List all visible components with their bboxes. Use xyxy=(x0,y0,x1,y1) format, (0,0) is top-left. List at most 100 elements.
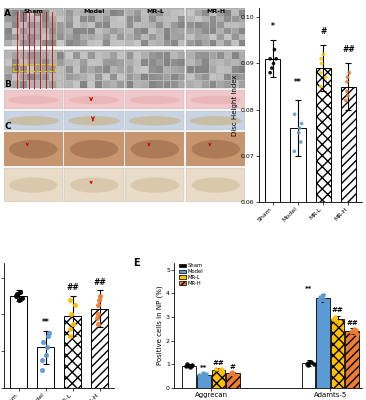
Bar xyxy=(141,22,148,28)
Bar xyxy=(117,74,124,80)
Point xyxy=(94,315,100,321)
Bar xyxy=(57,74,64,80)
Bar xyxy=(171,74,178,80)
Bar xyxy=(12,28,19,34)
Bar xyxy=(346,331,359,388)
Bar xyxy=(156,34,163,40)
Point xyxy=(348,328,354,335)
Bar xyxy=(141,34,148,40)
Bar xyxy=(103,74,109,80)
Text: #: # xyxy=(320,27,326,36)
Bar xyxy=(27,59,34,66)
Bar xyxy=(73,28,80,34)
Bar xyxy=(117,59,124,66)
Bar xyxy=(195,22,202,28)
Point xyxy=(317,296,322,302)
Bar xyxy=(232,16,239,22)
Ellipse shape xyxy=(190,116,242,126)
Bar xyxy=(224,22,231,28)
Bar xyxy=(178,22,185,28)
Bar xyxy=(164,52,171,59)
Bar xyxy=(5,40,12,46)
Point xyxy=(44,344,50,351)
Point xyxy=(291,148,297,154)
Bar xyxy=(141,40,148,46)
Bar xyxy=(88,40,95,46)
Point xyxy=(351,326,356,332)
Bar xyxy=(27,81,34,88)
Bar xyxy=(64,111,124,130)
Bar xyxy=(117,22,124,28)
Bar xyxy=(88,10,95,16)
Bar xyxy=(239,28,246,34)
Bar xyxy=(164,16,171,22)
Point xyxy=(45,333,51,340)
Bar xyxy=(5,74,12,80)
Bar xyxy=(171,52,178,59)
Bar xyxy=(20,16,27,22)
Point xyxy=(307,359,313,366)
Bar xyxy=(12,66,19,73)
Bar xyxy=(156,22,163,28)
Bar xyxy=(224,34,231,40)
Point xyxy=(183,363,189,370)
Bar xyxy=(127,22,134,28)
Bar xyxy=(290,128,306,400)
Point xyxy=(184,361,190,368)
Bar xyxy=(156,10,163,16)
Point xyxy=(349,328,355,334)
Bar xyxy=(20,40,27,46)
Point xyxy=(39,366,45,373)
Ellipse shape xyxy=(191,140,240,158)
Point xyxy=(318,83,324,90)
Bar xyxy=(239,59,246,66)
Bar xyxy=(20,81,27,88)
Point xyxy=(319,60,325,67)
Point xyxy=(230,371,236,377)
Bar xyxy=(134,28,141,34)
Y-axis label: Disc Height Index: Disc Height Index xyxy=(232,74,238,136)
Point xyxy=(305,360,311,366)
Bar xyxy=(12,59,19,66)
Bar xyxy=(178,10,185,16)
Bar xyxy=(171,59,178,66)
Bar xyxy=(186,111,245,130)
Bar xyxy=(183,366,196,388)
Bar xyxy=(187,10,194,16)
Bar xyxy=(156,81,163,88)
Bar xyxy=(49,66,56,73)
Bar xyxy=(341,86,356,400)
Bar xyxy=(66,16,72,22)
Bar xyxy=(178,16,185,22)
Ellipse shape xyxy=(191,96,241,104)
Point xyxy=(70,320,76,327)
Bar xyxy=(195,81,202,88)
Point xyxy=(229,370,235,376)
Bar xyxy=(125,132,184,166)
Bar xyxy=(127,10,134,16)
Bar xyxy=(57,22,64,28)
Bar xyxy=(27,16,34,22)
Point xyxy=(229,369,235,375)
Text: ##: ## xyxy=(66,283,79,292)
Bar xyxy=(187,34,194,40)
Bar xyxy=(134,10,141,16)
Bar xyxy=(4,111,63,130)
Text: ##: ## xyxy=(342,45,355,54)
Bar xyxy=(210,10,216,16)
Bar xyxy=(149,28,156,34)
Text: E: E xyxy=(133,258,139,268)
Bar xyxy=(217,28,224,34)
Text: **: ** xyxy=(200,365,208,371)
Bar xyxy=(88,16,95,22)
Bar xyxy=(103,10,109,16)
Bar xyxy=(164,22,171,28)
Bar xyxy=(217,59,224,66)
Bar xyxy=(239,74,246,80)
Bar xyxy=(103,81,109,88)
Bar xyxy=(239,10,246,16)
Bar xyxy=(42,66,49,73)
Ellipse shape xyxy=(70,178,118,193)
Text: MR-H: MR-H xyxy=(206,9,225,14)
Bar xyxy=(195,10,202,16)
